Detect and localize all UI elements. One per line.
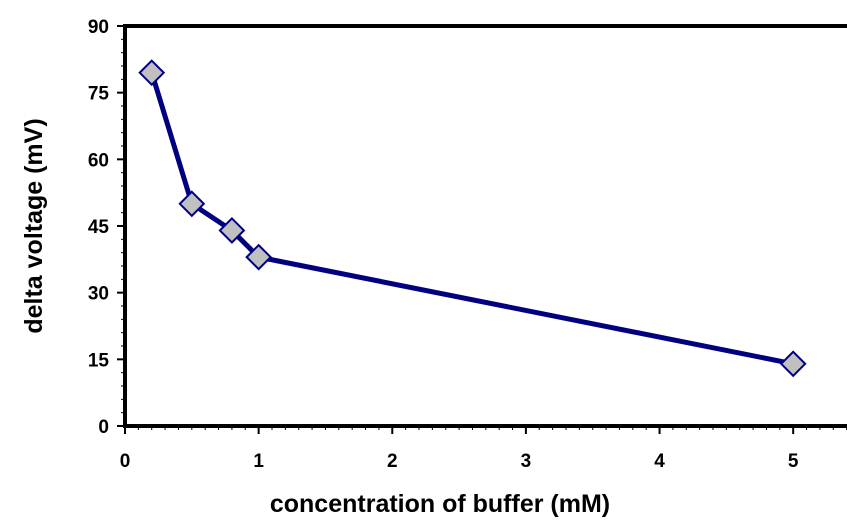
y-tick-label: 75 (88, 84, 110, 105)
x-tick-label: 0 (120, 451, 131, 472)
x-axis-title: concentration of buffer (mM) (270, 490, 610, 518)
x-tick-label: 1 (253, 451, 264, 472)
x-tick-label: 3 (521, 451, 532, 472)
y-tick-label: 0 (98, 417, 109, 438)
y-tick-label: 45 (88, 217, 110, 238)
y-tick-label: 60 (88, 150, 109, 171)
series-group (138, 59, 807, 378)
y-tick-label: 15 (88, 350, 110, 371)
data-point (779, 350, 807, 378)
y-tick-label: 30 (88, 284, 109, 305)
y-tick-label: 90 (88, 17, 109, 38)
data-point (218, 217, 246, 244)
y-axis-title: delta voltage (mV) (20, 118, 48, 333)
x-tick-label: 2 (387, 451, 398, 472)
data-point (178, 190, 206, 218)
x-tick-label: 4 (654, 451, 665, 472)
x-tick-label: 5 (788, 451, 799, 472)
data-point (138, 59, 166, 87)
series-line (149, 71, 794, 367)
plot-frame (123, 24, 847, 428)
data-point (245, 243, 273, 271)
